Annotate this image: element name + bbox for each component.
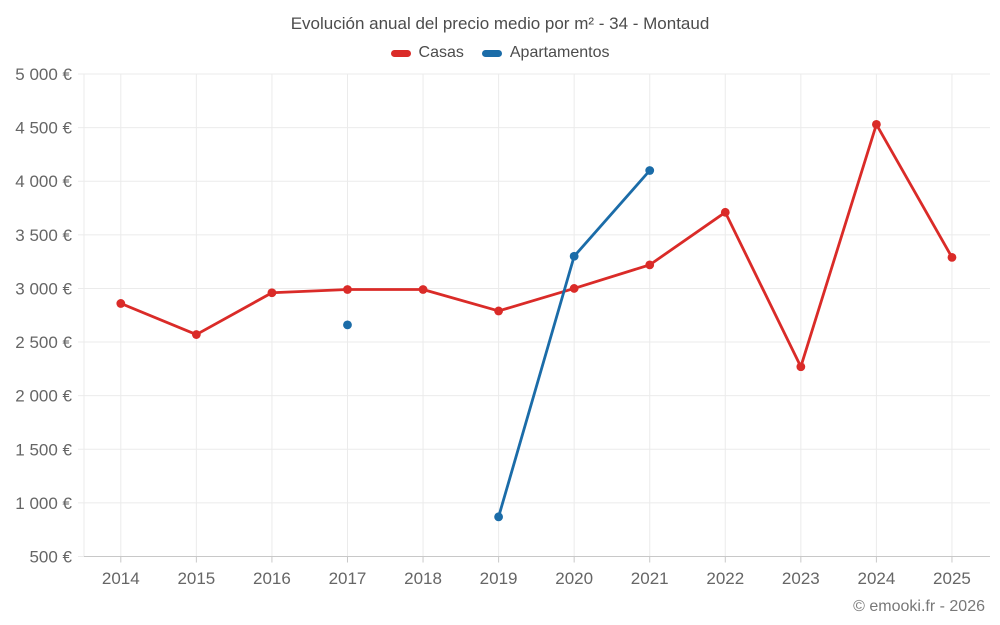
svg-text:500 €: 500 €: [29, 548, 72, 567]
svg-text:2023: 2023: [782, 569, 820, 588]
svg-text:3 000 €: 3 000 €: [15, 279, 72, 298]
svg-text:2 500 €: 2 500 €: [15, 333, 72, 352]
svg-text:3 500 €: 3 500 €: [15, 226, 72, 245]
svg-text:4 500 €: 4 500 €: [15, 119, 72, 138]
svg-text:2015: 2015: [177, 569, 215, 588]
svg-text:2021: 2021: [631, 569, 669, 588]
legend-item-apartamentos[interactable]: Apartamentos: [481, 44, 610, 62]
svg-text:2017: 2017: [329, 569, 367, 588]
chart-legend: Casas Apartamentos: [0, 44, 1000, 62]
svg-text:1 000 €: 1 000 €: [15, 494, 72, 513]
svg-text:5 000 €: 5 000 €: [15, 65, 72, 84]
svg-text:2019: 2019: [480, 569, 518, 588]
svg-text:2 000 €: 2 000 €: [15, 387, 72, 406]
legend-label-apartamentos: Apartamentos: [509, 44, 610, 61]
svg-text:2022: 2022: [706, 569, 744, 588]
legend-swatch-casas-icon: [390, 49, 411, 57]
svg-text:2025: 2025: [933, 569, 971, 588]
svg-text:2018: 2018: [404, 569, 442, 588]
svg-text:2020: 2020: [555, 569, 593, 588]
chart-title: Evolución anual del precio medio por m² …: [290, 14, 710, 33]
legend-swatch-apartamentos-icon: [481, 49, 502, 57]
copyright-footer: © emooki.fr - 2026: [853, 598, 985, 615]
svg-text:2024: 2024: [857, 569, 895, 588]
legend-item-casas[interactable]: Casas: [390, 44, 464, 62]
svg-text:2016: 2016: [253, 569, 291, 588]
svg-text:4 000 €: 4 000 €: [15, 172, 72, 191]
svg-text:2014: 2014: [102, 569, 140, 588]
svg-text:1 500 €: 1 500 €: [15, 440, 72, 459]
legend-label-casas: Casas: [418, 44, 464, 61]
